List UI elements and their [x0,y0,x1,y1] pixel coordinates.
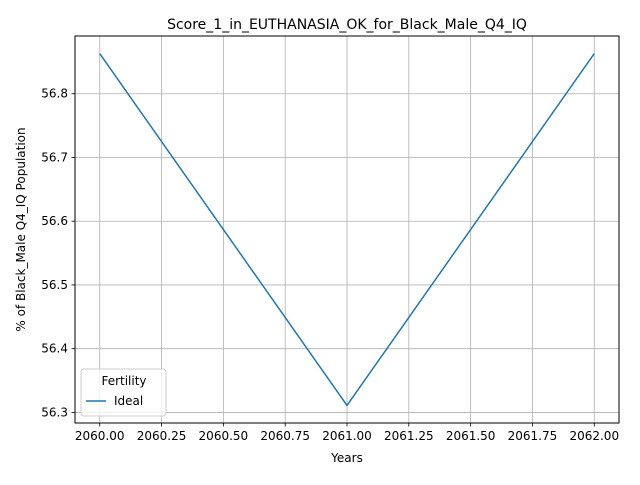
x-tick-label: 2060.00 [75,429,125,443]
x-tick-label: 2061.00 [322,429,372,443]
y-tick-label: 56.8 [41,87,68,101]
y-tick-label: 56.6 [41,214,68,228]
legend-label-ideal: Ideal [114,394,143,408]
y-axis-label: % of Black_Male Q4_IQ Population [14,127,28,331]
x-tick-label: 2062.00 [569,429,619,443]
x-tick-label: 2060.25 [137,429,187,443]
x-tick-label: 2060.75 [260,429,310,443]
legend: Fertility Ideal [81,369,166,416]
y-tick-label: 56.5 [41,278,68,292]
chart-title: Score_1_in_EUTHANASIA_OK_for_Black_Male_… [167,17,527,33]
y-tick-label: 56.7 [41,150,68,164]
legend-title: Fertility [101,374,146,388]
x-tick-label: 2061.25 [384,429,434,443]
x-axis-label: Years [330,451,363,465]
y-tick-label: 56.3 [41,405,68,419]
x-tick-label: 2061.50 [446,429,496,443]
x-tick-label: 2060.50 [199,429,249,443]
y-tick-label: 56.4 [41,342,68,356]
x-tick-label: 2061.75 [508,429,558,443]
